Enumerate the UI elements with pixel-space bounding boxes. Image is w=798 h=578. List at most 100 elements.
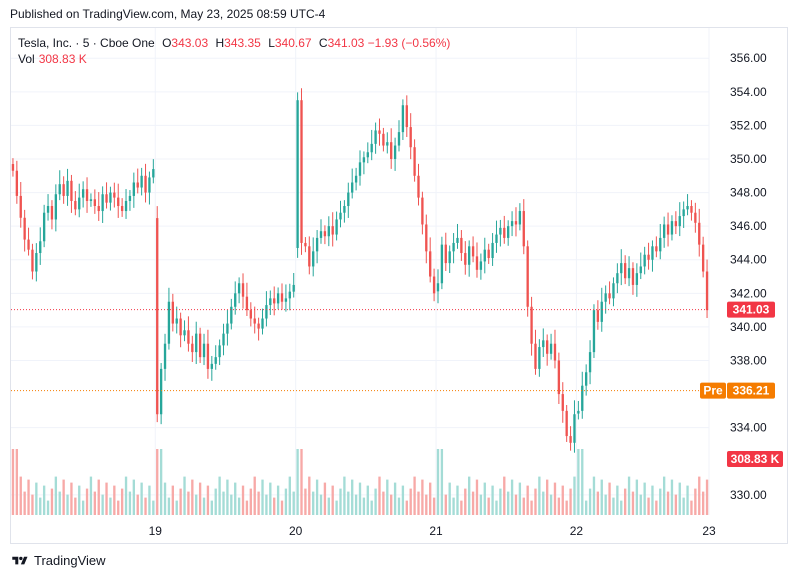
candle-body[interactable] xyxy=(569,436,572,443)
candle-body[interactable] xyxy=(187,330,190,344)
candle-body[interactable] xyxy=(163,343,167,369)
candle-body[interactable] xyxy=(643,254,646,267)
candle-body[interactable] xyxy=(120,206,124,212)
candle-body[interactable] xyxy=(647,254,650,260)
candle-body[interactable] xyxy=(432,276,436,294)
candle-body[interactable] xyxy=(175,318,178,324)
candle-body[interactable] xyxy=(167,301,171,344)
candle-body[interactable] xyxy=(15,170,19,196)
candle-body[interactable] xyxy=(46,206,50,213)
candle-body[interactable] xyxy=(639,266,642,274)
candle-body[interactable] xyxy=(553,343,557,361)
candle-body[interactable] xyxy=(464,253,467,265)
candle-body[interactable] xyxy=(448,251,451,264)
candle-body[interactable] xyxy=(19,195,22,218)
candle-body[interactable] xyxy=(323,231,327,237)
candle-body[interactable] xyxy=(362,157,366,163)
candle-body[interactable] xyxy=(690,206,693,213)
candle-body[interactable] xyxy=(78,197,81,210)
candle-body[interactable] xyxy=(631,268,635,285)
candle-body[interactable] xyxy=(27,239,30,250)
candle-body[interactable] xyxy=(623,263,627,279)
candle-body[interactable] xyxy=(339,212,342,220)
candle-body[interactable] xyxy=(507,226,510,238)
candle-body[interactable] xyxy=(534,343,537,369)
candle-body[interactable] xyxy=(265,305,268,319)
candle-body[interactable] xyxy=(319,231,323,238)
candle-body[interactable] xyxy=(222,333,225,346)
candle-body[interactable] xyxy=(530,306,533,344)
candle-body[interactable] xyxy=(471,246,475,257)
candle-body[interactable] xyxy=(670,221,674,235)
candle-body[interactable] xyxy=(226,323,229,334)
candle-body[interactable] xyxy=(105,194,108,203)
candle-body[interactable] xyxy=(152,169,155,178)
candle-body[interactable] xyxy=(592,310,596,353)
candle-body[interactable] xyxy=(655,246,658,252)
candle-body[interactable] xyxy=(393,145,397,159)
candle-body[interactable] xyxy=(425,224,428,252)
candle-body[interactable] xyxy=(308,246,311,267)
candle-body[interactable] xyxy=(440,244,444,284)
candle-body[interactable] xyxy=(491,242,494,259)
candle-body[interactable] xyxy=(542,340,545,348)
candle-body[interactable] xyxy=(292,284,295,292)
candle-body[interactable] xyxy=(273,298,276,304)
candle-body[interactable] xyxy=(538,347,541,369)
candle-body[interactable] xyxy=(144,175,147,193)
candle-body[interactable] xyxy=(581,385,584,411)
candle-body[interactable] xyxy=(288,291,291,299)
candle-body[interactable] xyxy=(386,142,389,146)
candle-body[interactable] xyxy=(206,343,210,369)
candle-body[interactable] xyxy=(374,130,377,144)
candle-body[interactable] xyxy=(241,283,245,297)
candle-body[interactable] xyxy=(452,242,455,252)
candle-body[interactable] xyxy=(635,273,639,285)
candle-body[interactable] xyxy=(479,261,483,270)
candle-body[interactable] xyxy=(468,246,471,265)
candle-body[interactable] xyxy=(577,410,580,414)
candle-body[interactable] xyxy=(23,217,26,240)
candle-body[interactable] xyxy=(132,182,136,196)
candle-body[interactable] xyxy=(70,180,73,201)
candle-body[interactable] xyxy=(210,363,213,369)
candle-body[interactable] xyxy=(460,237,463,254)
candle-body[interactable] xyxy=(230,306,233,324)
candle-body[interactable] xyxy=(50,206,54,220)
candle-body[interactable] xyxy=(382,133,385,146)
candle-body[interactable] xyxy=(39,241,42,254)
candle-body[interactable] xyxy=(58,184,61,195)
candle-body[interactable] xyxy=(136,182,139,188)
candle-body[interactable] xyxy=(171,301,174,324)
candle-body[interactable] xyxy=(397,132,401,146)
candle-body[interactable] xyxy=(584,372,588,386)
candle-body[interactable] xyxy=(674,221,678,227)
candle-body[interactable] xyxy=(234,293,237,307)
candle-body[interactable] xyxy=(510,221,514,227)
candle-body[interactable] xyxy=(159,368,163,415)
candle-body[interactable] xyxy=(327,226,330,237)
candle-body[interactable] xyxy=(183,330,186,336)
tradingview-brand[interactable]: TradingView xyxy=(10,553,106,568)
candle-body[interactable] xyxy=(561,394,564,411)
candle-body[interactable] xyxy=(495,234,498,243)
candle-body[interactable] xyxy=(499,227,502,235)
candle-body[interactable] xyxy=(315,237,319,252)
candle-body[interactable] xyxy=(518,211,522,225)
candle-body[interactable] xyxy=(358,162,362,176)
candle-body[interactable] xyxy=(218,345,221,358)
candle-body[interactable] xyxy=(557,360,561,395)
candle-body[interactable] xyxy=(366,152,369,158)
candle-body[interactable] xyxy=(701,244,705,272)
candle-body[interactable] xyxy=(284,298,288,302)
candle-body[interactable] xyxy=(343,206,346,213)
candle-body[interactable] xyxy=(54,194,58,220)
candle-body[interactable] xyxy=(117,197,120,207)
candle-body[interactable] xyxy=(666,224,670,235)
candle-body[interactable] xyxy=(370,143,373,153)
candle-body[interactable] xyxy=(421,197,424,225)
candle-body[interactable] xyxy=(312,251,315,267)
candle-body[interactable] xyxy=(245,296,249,311)
candle-body[interactable] xyxy=(705,271,709,311)
candle-body[interactable] xyxy=(405,105,408,128)
